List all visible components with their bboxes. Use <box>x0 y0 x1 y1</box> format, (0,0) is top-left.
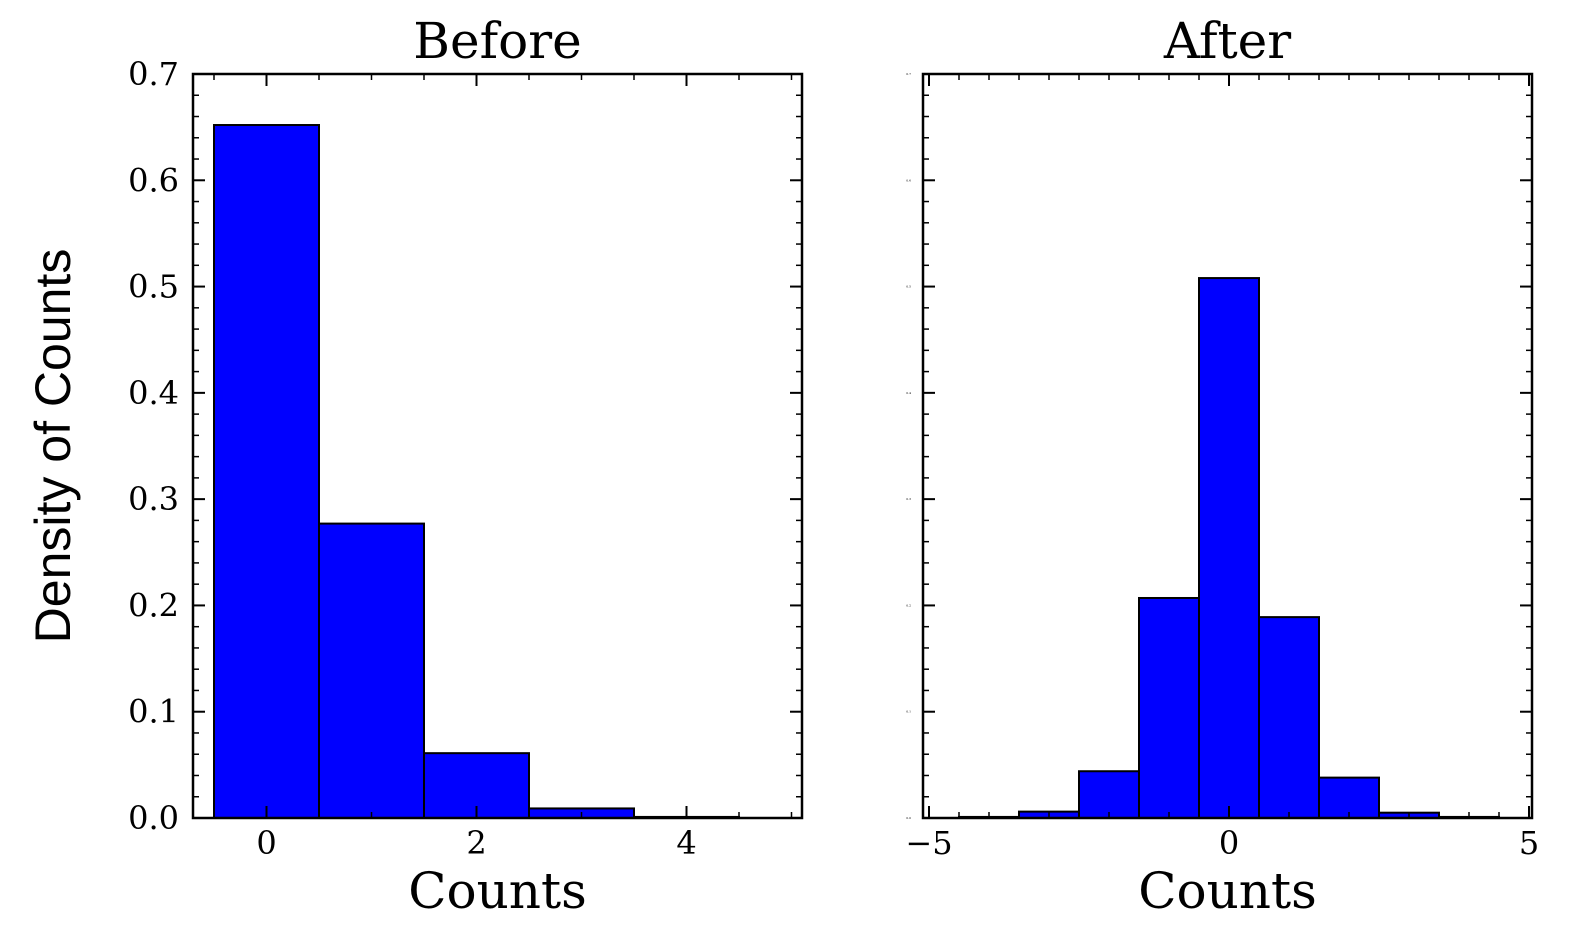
before-x-axis-label: Counts <box>408 862 587 920</box>
after-xtick-label: 5 <box>1519 824 1539 862</box>
after-title: After <box>1163 12 1291 70</box>
after-axes-frame <box>921 72 1534 820</box>
before-title: Before <box>413 12 581 70</box>
after-bar <box>1078 770 1140 820</box>
after-bar <box>1318 776 1380 820</box>
after-ytick-label: 0.2 <box>906 603 911 607</box>
after-ytick-label: 0.5 <box>906 285 911 289</box>
before-bar <box>318 522 425 819</box>
before-ytick-label: 0.3 <box>128 480 179 518</box>
shared-y-axis-label: Density of Counts <box>25 249 81 644</box>
after-bar <box>1198 277 1260 820</box>
before-ytick-label: 0.6 <box>128 161 179 199</box>
after-ytick-label: 0.4 <box>906 391 911 395</box>
before-ytick-label: 0.7 <box>128 55 179 93</box>
after-bar <box>1258 616 1320 819</box>
before-ytick-label: 0.5 <box>128 268 179 306</box>
after-xtick-label: −5 <box>905 824 952 862</box>
before-ytick-label: 0.2 <box>128 586 179 624</box>
after-xtick-label: 0 <box>1219 824 1239 862</box>
after-ytick-label: 0.1 <box>906 710 911 714</box>
after-ytick-label: 0.7 <box>906 72 911 76</box>
before-ytick-label: 0.0 <box>128 799 179 837</box>
before-panel: 0.0 0.1 0.2 0.3 0.4 0.5 0.6 0.7 0 2 4 Before Counts <box>128 12 804 920</box>
before-ytick-label: 0.1 <box>128 693 179 731</box>
after-ytick-label: 0.0 <box>906 816 911 820</box>
after-ytick-label: 0.3 <box>906 497 911 501</box>
before-axes-frame <box>191 72 804 820</box>
after-ytick-label: 0.6 <box>906 178 911 182</box>
before-xtick-label: 0 <box>256 824 276 862</box>
before-bar <box>213 124 320 819</box>
after-x-axis-label: Counts <box>1138 862 1317 920</box>
before-xtick-label: 2 <box>466 824 486 862</box>
after-panel: 0.0 0.1 0.2 0.3 0.4 0.5 0.6 0.7 −5 0 5 After Counts <box>905 12 1539 920</box>
before-ytick-label: 0.4 <box>128 374 179 412</box>
after-bar <box>1138 596 1200 820</box>
before-xtick-label: 4 <box>676 824 696 862</box>
